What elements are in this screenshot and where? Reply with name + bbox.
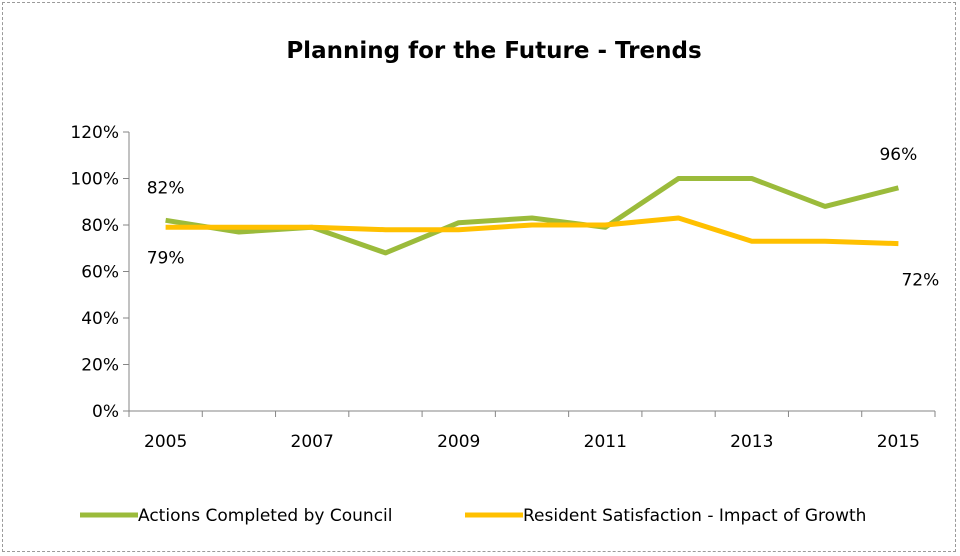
x-tick-label: 2009 <box>437 432 480 452</box>
axes: 0% 20% 40% 60% 80% 100% 120% 2005 2007 2009 2011 20… <box>70 123 936 452</box>
data-labels: 82% 79% 96% 72% <box>147 145 940 291</box>
series-line-resident-satisfaction <box>165 215 899 247</box>
y-tick-label: 100% <box>70 170 119 190</box>
legend-item-resident-satisfaction: Resident Satisfaction - Impact of Growth <box>465 506 866 526</box>
data-label-satisfaction-2015: 72% <box>901 271 939 291</box>
legend-label: Resident Satisfaction - Impact of Growth <box>523 506 866 526</box>
data-label-actions-2005: 82% <box>147 178 185 198</box>
y-tick-label: 40% <box>81 309 119 329</box>
x-tick-label: 2005 <box>144 432 187 452</box>
x-tick-label: 2011 <box>584 432 627 452</box>
x-tick-label: 2007 <box>291 432 334 452</box>
y-tick-label: 20% <box>81 356 119 376</box>
legend-item-actions-completed: Actions Completed by Council <box>80 506 393 526</box>
chart-title: Planning for the Future - Trends <box>286 38 701 64</box>
x-tick-label: 2013 <box>730 432 773 452</box>
legend-label: Actions Completed by Council <box>138 506 393 526</box>
legend: Actions Completed by Council Resident Sat… <box>80 506 866 526</box>
data-label-satisfaction-2005: 79% <box>147 248 185 268</box>
x-tick-label: 2015 <box>877 432 920 452</box>
data-label-actions-2015: 96% <box>879 145 917 165</box>
y-tick-label: 0% <box>92 402 119 422</box>
series-layer <box>165 176 900 256</box>
y-tick-label: 80% <box>81 216 119 236</box>
y-tick-label: 60% <box>81 263 119 283</box>
y-tick-label: 120% <box>70 123 119 143</box>
